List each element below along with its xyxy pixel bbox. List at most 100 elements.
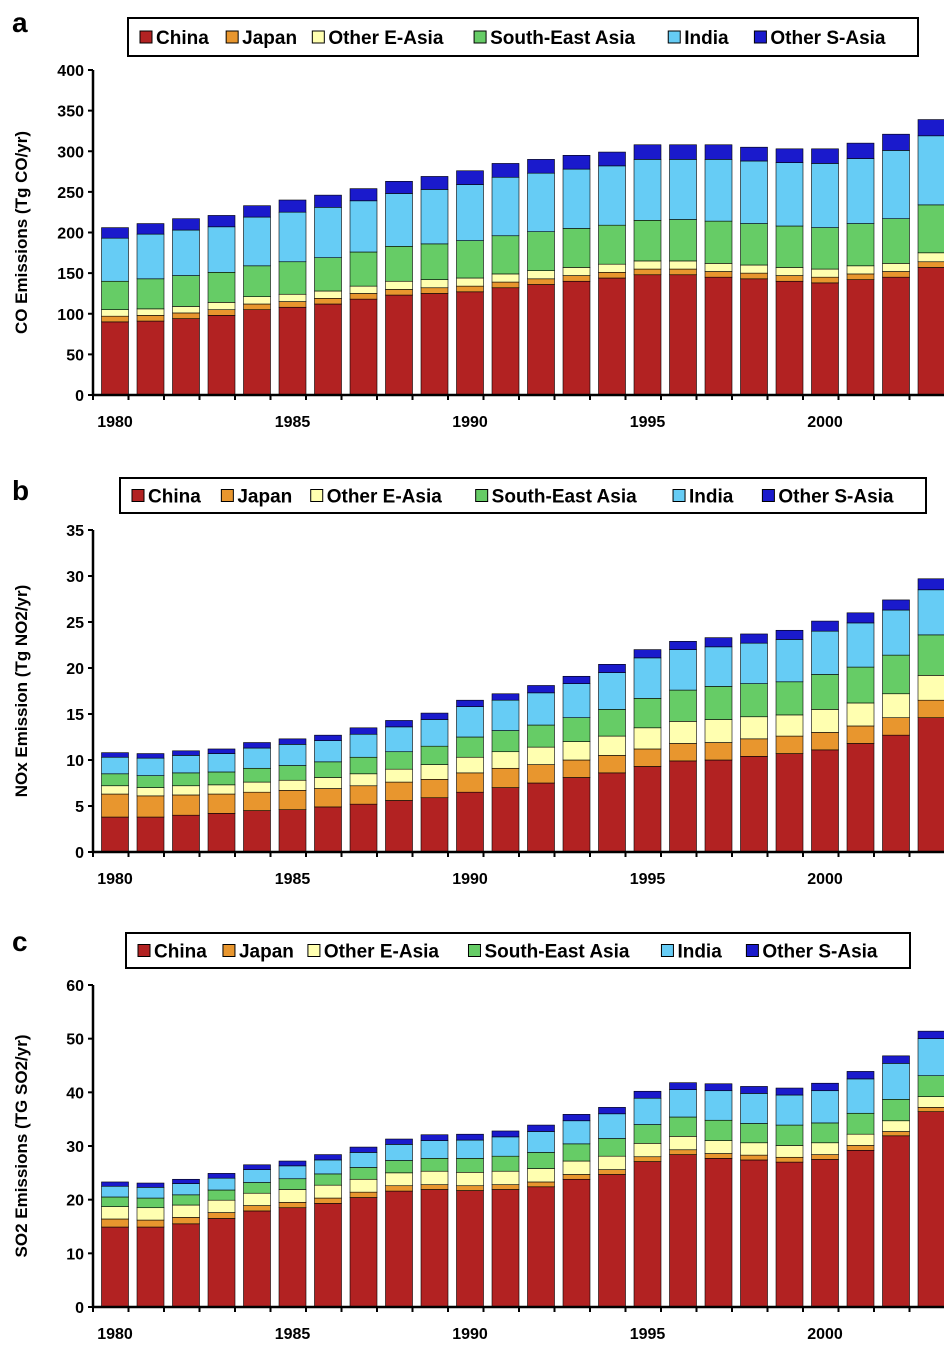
bar-segment bbox=[386, 1191, 413, 1307]
bar-segment bbox=[776, 1162, 803, 1307]
bar-segment bbox=[457, 700, 484, 706]
bar-segment bbox=[812, 1143, 839, 1155]
bar-segment bbox=[350, 734, 377, 757]
legend-swatch bbox=[226, 31, 238, 43]
bar-segment bbox=[492, 731, 519, 752]
bar-segment bbox=[812, 674, 839, 709]
bar-segment bbox=[812, 1159, 839, 1307]
bar-segment bbox=[102, 322, 129, 395]
bar-segment bbox=[741, 634, 768, 643]
bar-segment bbox=[457, 278, 484, 286]
bar-segment bbox=[208, 215, 235, 226]
bar-segment bbox=[421, 293, 448, 395]
bar-segment bbox=[421, 176, 448, 189]
bar-segment bbox=[137, 315, 164, 321]
bar-segment bbox=[670, 269, 697, 275]
bar-segment bbox=[279, 810, 306, 852]
bar-segment bbox=[350, 1179, 377, 1192]
bar-segment bbox=[741, 739, 768, 756]
bar-segment bbox=[421, 1189, 448, 1307]
bar-segment bbox=[102, 310, 129, 317]
bar-segment bbox=[705, 1120, 732, 1140]
bar-segment bbox=[634, 658, 661, 698]
bar-segment bbox=[315, 741, 342, 762]
bar-segment bbox=[705, 1141, 732, 1154]
y-tick-label: 10 bbox=[66, 753, 84, 770]
bar-segment bbox=[102, 316, 129, 322]
bar-segment bbox=[137, 279, 164, 309]
bar-segment bbox=[918, 590, 944, 635]
legend-swatch bbox=[661, 945, 673, 957]
bar-segment bbox=[812, 1123, 839, 1143]
bar-segment bbox=[386, 720, 413, 726]
bar-segment bbox=[847, 159, 874, 224]
panel-letter: c bbox=[12, 926, 28, 957]
bar-segment bbox=[102, 817, 129, 852]
bar-segment bbox=[492, 177, 519, 236]
bar-segment bbox=[634, 269, 661, 275]
bar-segment bbox=[741, 1155, 768, 1160]
y-tick-label: 40 bbox=[66, 1085, 84, 1102]
bar-segment bbox=[847, 703, 874, 726]
bar-segment bbox=[492, 1189, 519, 1307]
bar-segment bbox=[421, 720, 448, 747]
bar-segment bbox=[918, 579, 944, 590]
y-tick-label: 30 bbox=[66, 569, 84, 586]
bar-segment bbox=[918, 253, 944, 262]
bar-segment bbox=[918, 1112, 944, 1307]
bar-segment bbox=[776, 226, 803, 267]
bar-segment bbox=[492, 700, 519, 730]
bar-segment bbox=[883, 600, 910, 610]
bar-segment bbox=[102, 1197, 129, 1207]
bar-segment bbox=[563, 155, 590, 169]
bar-segment bbox=[812, 149, 839, 164]
bar-segment bbox=[670, 721, 697, 743]
bar-segment bbox=[173, 1184, 200, 1195]
bar-segment bbox=[457, 241, 484, 278]
bar-segment bbox=[776, 639, 803, 681]
legend-swatch bbox=[746, 945, 758, 957]
bar-segment bbox=[421, 713, 448, 719]
bar-segment bbox=[599, 1107, 626, 1113]
bar-segment bbox=[279, 780, 306, 790]
bar-segment bbox=[386, 1139, 413, 1144]
bar-segment bbox=[847, 280, 874, 395]
bar-segment bbox=[279, 1166, 306, 1179]
bar-segment bbox=[137, 1183, 164, 1187]
bar-segment bbox=[421, 244, 448, 280]
bar-segment bbox=[776, 1125, 803, 1145]
bar-segment bbox=[492, 163, 519, 177]
bar-segment bbox=[315, 195, 342, 207]
bar-segment bbox=[634, 728, 661, 749]
bar-segment bbox=[386, 800, 413, 852]
legend-swatch bbox=[468, 945, 480, 957]
bar-segment bbox=[421, 746, 448, 764]
y-axis-title: CO Emissions (Tg CO/yr) bbox=[12, 131, 31, 334]
bar-segment bbox=[528, 232, 555, 271]
bar-segment bbox=[244, 811, 271, 852]
bar-segment bbox=[812, 621, 839, 631]
bar-segment bbox=[705, 145, 732, 160]
y-tick-label: 0 bbox=[75, 388, 84, 405]
bar-segment bbox=[528, 159, 555, 173]
bar-segment bbox=[634, 275, 661, 395]
bar-segment bbox=[883, 277, 910, 395]
bar-segment bbox=[670, 690, 697, 721]
bar-segment bbox=[705, 638, 732, 647]
bar-segment bbox=[847, 726, 874, 743]
bar-segment bbox=[173, 1179, 200, 1183]
bar-segment bbox=[670, 159, 697, 219]
legend-swatch bbox=[221, 490, 233, 502]
panel-letter: b bbox=[12, 475, 29, 506]
bar-segment bbox=[244, 310, 271, 395]
bar-segment bbox=[492, 694, 519, 700]
bar-segment bbox=[386, 1173, 413, 1186]
legend-label: Japan bbox=[237, 487, 292, 508]
bar-segment bbox=[847, 743, 874, 852]
bar-segment bbox=[350, 757, 377, 774]
bar-segment bbox=[102, 794, 129, 817]
y-tick-label: 25 bbox=[66, 615, 84, 632]
bar-segment bbox=[279, 212, 306, 262]
